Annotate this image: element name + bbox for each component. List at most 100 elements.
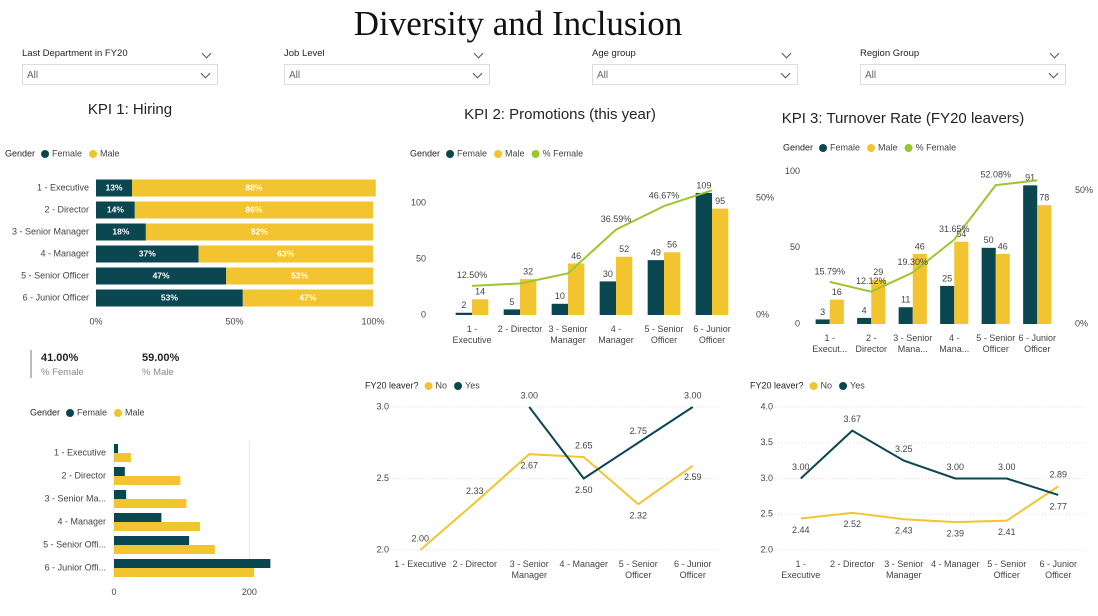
legend-swatch <box>839 382 848 390</box>
x-tick-label: 1 - Executive <box>781 559 821 580</box>
y-tick-label: 50 <box>790 242 800 252</box>
chart-title: KPI 1: Hiring <box>88 101 172 118</box>
bar <box>114 559 271 568</box>
page-title: Diversity and Inclusion <box>354 4 683 43</box>
data-label: 47% <box>299 292 316 302</box>
legend-label: Male <box>878 142 898 152</box>
bar-segment <box>226 267 373 285</box>
data-label: 14 <box>475 287 485 297</box>
data-label: 2.67 <box>520 461 538 471</box>
data-label: 2.89 <box>1049 470 1067 480</box>
category-label-box: 3 - Senior Manager <box>510 559 549 580</box>
data-label: 2.00 <box>411 533 429 543</box>
bar <box>695 192 712 315</box>
legend-label: % Female <box>543 148 584 158</box>
filter-label: Job Level <box>284 48 490 64</box>
data-label: 46.67% <box>649 190 680 200</box>
bar-segment <box>96 245 199 263</box>
bar <box>455 312 472 315</box>
y-tick-label: 50 <box>416 253 426 263</box>
data-label: 109 <box>696 180 711 190</box>
filter: Job Level All <box>284 48 490 85</box>
legend-swatch <box>41 150 50 158</box>
card-label: % Female <box>41 367 84 378</box>
data-label: 49 <box>651 247 661 257</box>
line <box>829 179 1038 293</box>
data-label: 78 <box>1039 193 1049 203</box>
data-label: 2.50 <box>575 485 593 495</box>
data-label: 3.00 <box>946 462 964 472</box>
data-label: 2.32 <box>629 511 647 521</box>
y-tick-label: 5 - Senior Offi... <box>43 539 106 549</box>
x-tick-label: 3 - Senior Mana... <box>893 333 933 354</box>
bar <box>551 303 568 315</box>
category-label-box: 6 - Junior Officer <box>1018 333 1057 354</box>
data-label: 2.77 <box>1049 501 1067 511</box>
y-tick-label: 0 <box>421 309 426 319</box>
x-tick-label: 2 - Director <box>497 324 543 334</box>
y2-tick-label: 50% <box>756 193 774 203</box>
bar <box>647 260 664 315</box>
legend-title: Gender <box>410 148 440 158</box>
data-label: 14% <box>107 204 124 214</box>
y-tick-label: 0 <box>795 318 800 328</box>
kpi-card: 41.00% % Female <box>41 352 84 378</box>
y-tick-label: 3.0 <box>376 401 389 411</box>
data-label: 46 <box>915 241 925 251</box>
data-label: 63% <box>277 248 294 258</box>
x-tick-label: 6 - Junior Officer <box>673 559 712 580</box>
y2-tick-label: 0% <box>756 309 769 319</box>
filter-dropdown[interactable]: All <box>22 64 218 85</box>
filter: Region Group All <box>860 48 1066 85</box>
legend-title: Gender <box>30 407 60 417</box>
bar <box>912 253 927 324</box>
x-tick-label: 100% <box>361 316 384 326</box>
filter: Last Department in FY20 All <box>22 48 218 85</box>
bar <box>114 545 215 554</box>
filter-dropdown[interactable]: All <box>284 64 490 85</box>
category-label-box: 4 - Manager <box>931 559 980 569</box>
category-label-box: 2 - Director <box>497 324 543 334</box>
x-tick-label: 4 - Mana... <box>939 333 970 354</box>
data-label: 88% <box>245 182 262 192</box>
chart-title: KPI 2: Promotions (this year) <box>464 106 656 123</box>
card-value: 41.00% <box>41 352 79 364</box>
card-accent <box>30 350 32 378</box>
legend-label: % Female <box>916 142 957 152</box>
bar <box>114 536 190 545</box>
line <box>528 406 694 480</box>
category-label-box: 5 - Senior Officer <box>987 559 1026 580</box>
data-label: 47% <box>153 270 170 280</box>
category-label-box: 4 - Mana... <box>939 333 970 354</box>
line <box>471 189 713 287</box>
filter-dropdown[interactable]: All <box>860 64 1066 85</box>
x-tick-label: 0 <box>111 587 116 597</box>
bar <box>568 263 585 315</box>
y-tick-label: 2 - Director <box>61 470 106 480</box>
filter-dropdown[interactable]: All <box>592 64 798 85</box>
y-tick-label: 1 - Executive <box>54 447 106 457</box>
line <box>800 485 1059 524</box>
bar <box>599 281 616 315</box>
bar <box>114 568 255 577</box>
bar <box>995 253 1010 324</box>
bar <box>829 299 844 324</box>
legend-label: Yes <box>465 380 480 390</box>
legend-label: Male <box>100 148 120 158</box>
category-label-box: 2 - Director <box>452 559 497 569</box>
x-tick-label: 6 - Junior Officer <box>1018 333 1057 354</box>
x-tick-label: 2 - Director <box>855 333 887 354</box>
bar <box>114 453 131 462</box>
bar-segment <box>242 289 373 307</box>
legend-swatch <box>904 144 913 152</box>
x-tick-label: 3 - Senior Manager <box>548 324 588 345</box>
data-label: 54 <box>956 229 966 239</box>
bar <box>1037 205 1052 324</box>
x-tick-label: 4 - Manager <box>598 324 634 345</box>
bar-segment <box>96 179 133 197</box>
data-label: 19.30% <box>897 257 928 267</box>
data-label: 2.59 <box>684 472 702 482</box>
data-label: 13% <box>105 182 122 192</box>
data-label: 46 <box>998 241 1008 251</box>
x-tick-label: 4 - Manager <box>559 559 609 569</box>
